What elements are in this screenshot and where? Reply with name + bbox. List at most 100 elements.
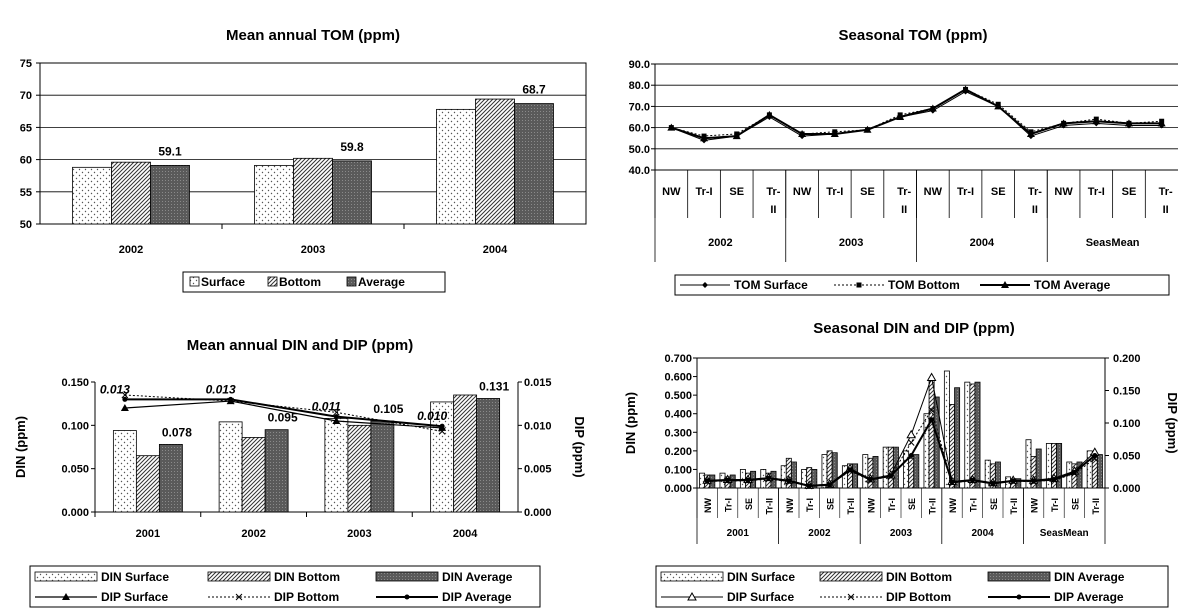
legend-label: DIP Surface — [101, 590, 168, 604]
legend-marker — [687, 591, 697, 601]
bar — [514, 103, 554, 225]
legend-marker — [235, 593, 243, 601]
legend-label: DIP Bottom — [886, 590, 951, 604]
y-tick-label: 70 — [20, 90, 32, 102]
y-tick-label: 0.050 — [61, 464, 89, 476]
x-tick-label: Tr-II — [764, 498, 774, 515]
data-point — [732, 132, 741, 140]
x-tick-label: Tr-I — [724, 498, 734, 512]
bar — [264, 429, 289, 513]
y-tick-label: 0.200 — [664, 446, 692, 458]
group-label: SeasMean — [1086, 237, 1140, 249]
series-line — [671, 90, 1162, 141]
bar — [831, 452, 838, 489]
x-tick-label: Tr-II — [1009, 498, 1019, 515]
legend-label: DIN Surface — [101, 570, 169, 584]
data-point — [798, 129, 807, 137]
bar — [453, 394, 478, 513]
y-tick-label: 60.0 — [629, 123, 650, 135]
legend-marker — [856, 282, 862, 288]
legend-marker — [404, 594, 410, 600]
bar — [954, 387, 961, 489]
data-point — [928, 406, 935, 414]
x-tick-label: 2001 — [136, 528, 160, 540]
group-label: SeasMean — [1040, 528, 1089, 539]
group-label: 2003 — [890, 528, 913, 539]
legend-label: DIN Surface — [727, 570, 795, 584]
y-axis-label: DIN (ppm) — [623, 392, 638, 454]
x-tick-label: Tr- — [1028, 186, 1042, 198]
x-tick-label: NW — [948, 498, 958, 513]
data-label: 68.7 — [522, 83, 546, 97]
x-tick-label: 2002 — [119, 244, 143, 256]
x-tick-label: Tr-I — [957, 186, 974, 198]
legend-swatch — [987, 571, 1051, 582]
data-point — [969, 477, 975, 483]
bar — [872, 456, 879, 489]
bar — [436, 108, 476, 225]
bar — [862, 454, 869, 489]
legend-label: Average — [358, 275, 405, 289]
data-label: 59.1 — [158, 144, 182, 158]
legend-marker — [62, 593, 70, 600]
x-tick-label: 2002 — [241, 528, 265, 540]
x-tick-label: Tr-I — [887, 498, 897, 512]
data-point — [990, 480, 996, 486]
x-tick-label: Tr-I — [1088, 186, 1105, 198]
x-tick-label: Tr- — [766, 186, 780, 198]
bar — [994, 461, 1001, 489]
bar — [370, 420, 395, 513]
data-point — [1092, 453, 1098, 458]
bar — [811, 469, 818, 489]
x-tick-label: Tr- — [897, 186, 911, 198]
data-point — [926, 372, 937, 381]
data-point — [994, 102, 1003, 110]
legend-swatch — [819, 571, 883, 582]
bar — [964, 381, 971, 489]
bar — [112, 430, 137, 513]
data-point — [907, 439, 915, 446]
x-tick-label: SE — [826, 498, 836, 510]
y2-tick-label: 0.000 — [524, 507, 552, 519]
x-tick-label: SE — [1070, 498, 1080, 510]
data-point — [847, 467, 853, 473]
x-tick-label: NW — [785, 498, 795, 513]
y2-tick-label: 0.050 — [1113, 451, 1141, 463]
x-tick-label: Tr-II — [846, 498, 856, 515]
data-point — [228, 396, 234, 402]
y-tick-label: 90.0 — [629, 59, 650, 71]
legend-label: DIP Bottom — [274, 590, 339, 604]
bar — [1076, 461, 1083, 489]
chart-title: Mean annual DIN and DIP (ppm) — [187, 337, 413, 354]
bar — [218, 421, 243, 513]
legend-label: Bottom — [279, 275, 321, 289]
data-point — [332, 417, 341, 424]
group-label: 2004 — [971, 528, 994, 539]
plot-area — [696, 357, 1106, 489]
data-label: 0.011 — [312, 400, 341, 414]
x-tick-label: Tr- — [1159, 186, 1173, 198]
legend-swatch — [346, 276, 357, 287]
data-point — [906, 429, 917, 439]
bar — [324, 417, 349, 513]
data-label: 0.010 — [417, 409, 447, 423]
y-tick-label: 0.000 — [61, 507, 89, 519]
legend-box — [182, 271, 446, 293]
data-point — [120, 404, 129, 411]
y-tick-label: 0.400 — [664, 409, 692, 421]
y-tick-label: 75 — [20, 58, 32, 70]
x-tick-label: Tr-I — [805, 498, 815, 512]
data-point — [1157, 119, 1166, 127]
y-axis-label: DIN (ppm) — [13, 416, 28, 478]
y-tick-label: 70.0 — [629, 101, 650, 113]
data-point — [1010, 478, 1016, 484]
group-label: 2002 — [708, 237, 732, 249]
group-label: 2002 — [808, 528, 831, 539]
data-point — [827, 482, 833, 488]
legend-label: TOM Average — [1034, 278, 1111, 292]
bar — [887, 446, 894, 489]
bar — [780, 465, 787, 489]
x-tick-label: 2003 — [301, 244, 325, 256]
bar — [1096, 454, 1103, 489]
data-label: 0.013 — [100, 382, 130, 396]
